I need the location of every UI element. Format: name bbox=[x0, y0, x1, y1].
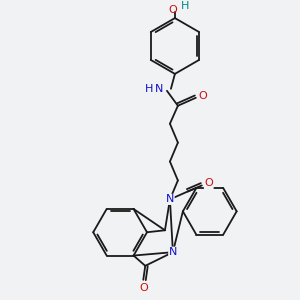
Text: N: N bbox=[169, 247, 177, 257]
Text: H: H bbox=[181, 1, 189, 11]
Text: O: O bbox=[198, 91, 207, 101]
Text: N: N bbox=[155, 84, 163, 94]
Text: O: O bbox=[169, 5, 177, 15]
Text: O: O bbox=[204, 178, 213, 188]
Text: N: N bbox=[166, 194, 174, 204]
Text: O: O bbox=[139, 283, 148, 293]
Text: H: H bbox=[145, 84, 153, 94]
